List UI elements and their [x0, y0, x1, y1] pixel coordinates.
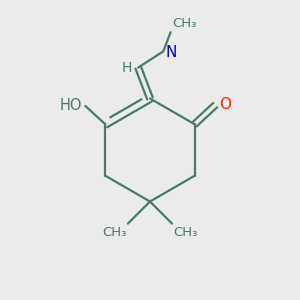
- Text: O: O: [219, 97, 231, 112]
- Text: CH₃: CH₃: [174, 226, 198, 239]
- Text: HO: HO: [59, 98, 82, 112]
- Text: CH₃: CH₃: [172, 17, 196, 30]
- Text: N: N: [166, 45, 177, 60]
- Text: H: H: [122, 61, 132, 75]
- Text: CH₃: CH₃: [102, 226, 126, 239]
